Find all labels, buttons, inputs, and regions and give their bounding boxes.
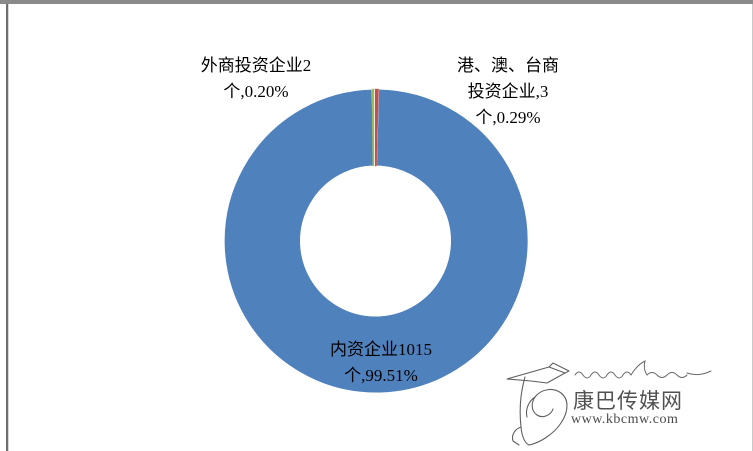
doughnut-chart: [9, 5, 752, 450]
data-label-foreign-invested: 外商投资企业2 个,0.20%: [161, 53, 351, 105]
data-label-domestic: 内资企业1015 个,99.51%: [281, 337, 481, 389]
image-frame-left: [6, 4, 8, 451]
data-label-domestic-line2: 个,99.51%: [344, 366, 418, 385]
watermark-site-name: 康巴传媒网: [573, 389, 683, 413]
data-label-hmt-line3: 个,0.29%: [475, 108, 541, 127]
data-label-hmt-invested: 港、澳、台商 投资企业,3 个,0.29%: [413, 53, 603, 131]
data-label-hmt-line1: 港、澳、台商: [457, 56, 559, 75]
watermark: 康巴传媒网 www.kbcmw.com: [495, 357, 745, 449]
data-label-foreign-line1: 外商投资企业2: [200, 56, 312, 75]
data-label-domestic-line1: 内资企业1015: [330, 340, 432, 359]
watermark-logo-icon: [506, 360, 712, 446]
watermark-url: www.kbcmw.com: [571, 412, 679, 427]
image-frame-inner-left: [8, 4, 9, 451]
doughnut-chart-svg: [223, 88, 529, 394]
data-label-hmt-line2: 投资企业,3: [467, 82, 549, 101]
slice-domestic[interactable]: [223, 88, 529, 394]
image-frame-top: [0, 0, 753, 4]
data-label-foreign-line2: 个,0.20%: [223, 82, 289, 101]
chart-plot-area: 外商投资企业2 个,0.20% 港、澳、台商 投资企业,3 个,0.29% 内资…: [9, 5, 752, 450]
